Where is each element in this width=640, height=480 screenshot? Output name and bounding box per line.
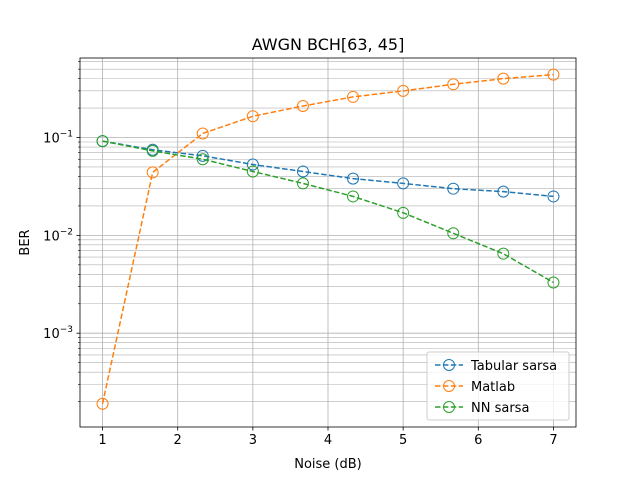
data-point xyxy=(146,166,159,179)
x-axis-label: Noise (dB) xyxy=(294,457,362,472)
data-point xyxy=(96,397,109,410)
data-point xyxy=(497,72,510,85)
data-point xyxy=(497,185,510,198)
legend-marker xyxy=(443,359,455,371)
x-tick-label: 1 xyxy=(98,433,106,448)
x-tick-label: 5 xyxy=(399,433,407,448)
series-0 xyxy=(96,135,560,203)
data-point xyxy=(397,177,410,190)
legend: Tabular sarsa Matlab NN sarsa xyxy=(426,351,570,421)
data-point xyxy=(397,206,410,219)
y-tick-label: 10−2 xyxy=(43,227,73,244)
y-tick-label: 10−3 xyxy=(43,325,73,342)
data-point xyxy=(347,90,360,103)
data-point xyxy=(146,144,159,157)
series-line xyxy=(102,140,554,198)
legend-label: NN sarsa xyxy=(471,401,529,416)
data-point xyxy=(296,165,309,178)
data-point xyxy=(547,276,560,289)
data-point xyxy=(196,127,209,140)
legend-marker xyxy=(443,380,455,392)
data-point xyxy=(347,172,360,185)
series-group xyxy=(96,68,560,410)
y-tick-label-exponent: −2 xyxy=(60,227,73,237)
legend-marker xyxy=(443,401,455,413)
data-point xyxy=(497,247,510,260)
chart-title: AWGN BCH[63, 45] xyxy=(252,35,405,54)
ticks: 1 2 3 4 5 6 710−310−210−1 xyxy=(43,61,558,448)
y-tick-label: 10−1 xyxy=(43,130,73,147)
data-point xyxy=(296,100,309,113)
data-point xyxy=(246,158,259,171)
series-2 xyxy=(96,135,560,289)
legend-label: Matlab xyxy=(471,380,515,395)
y-tick-label-exponent: −3 xyxy=(60,325,73,335)
y-tick-label-base: 10 xyxy=(43,327,60,342)
data-point xyxy=(196,153,209,166)
data-point xyxy=(447,227,460,240)
data-point xyxy=(246,110,259,123)
data-point xyxy=(547,190,560,203)
legend-item: NN sarsa xyxy=(435,401,529,416)
x-tick-label: 4 xyxy=(324,433,332,448)
data-point xyxy=(447,182,460,195)
series-1 xyxy=(96,68,560,410)
y-axis-label: BER xyxy=(18,229,33,255)
series-line xyxy=(102,140,554,284)
data-point xyxy=(196,149,209,162)
data-point xyxy=(296,177,309,190)
x-tick-label: 7 xyxy=(549,433,557,448)
legend-label: Tabular sarsa xyxy=(470,359,557,374)
x-tick-label: 6 xyxy=(474,433,482,448)
y-tick-label-base: 10 xyxy=(43,132,60,147)
data-point xyxy=(347,190,360,203)
data-point xyxy=(547,68,560,81)
legend-item: Matlab xyxy=(435,380,515,395)
x-tick-label: 3 xyxy=(249,433,257,448)
x-tick-label: 2 xyxy=(174,433,182,448)
data-point xyxy=(96,135,109,148)
legend-box xyxy=(426,351,570,421)
series-line xyxy=(101,73,554,404)
data-point xyxy=(246,165,259,178)
y-tick-label-exponent: −1 xyxy=(60,130,73,140)
data-point xyxy=(447,78,460,91)
legend-item: Tabular sarsa xyxy=(435,359,557,374)
data-point xyxy=(397,84,410,97)
y-tick-label-base: 10 xyxy=(43,229,60,244)
